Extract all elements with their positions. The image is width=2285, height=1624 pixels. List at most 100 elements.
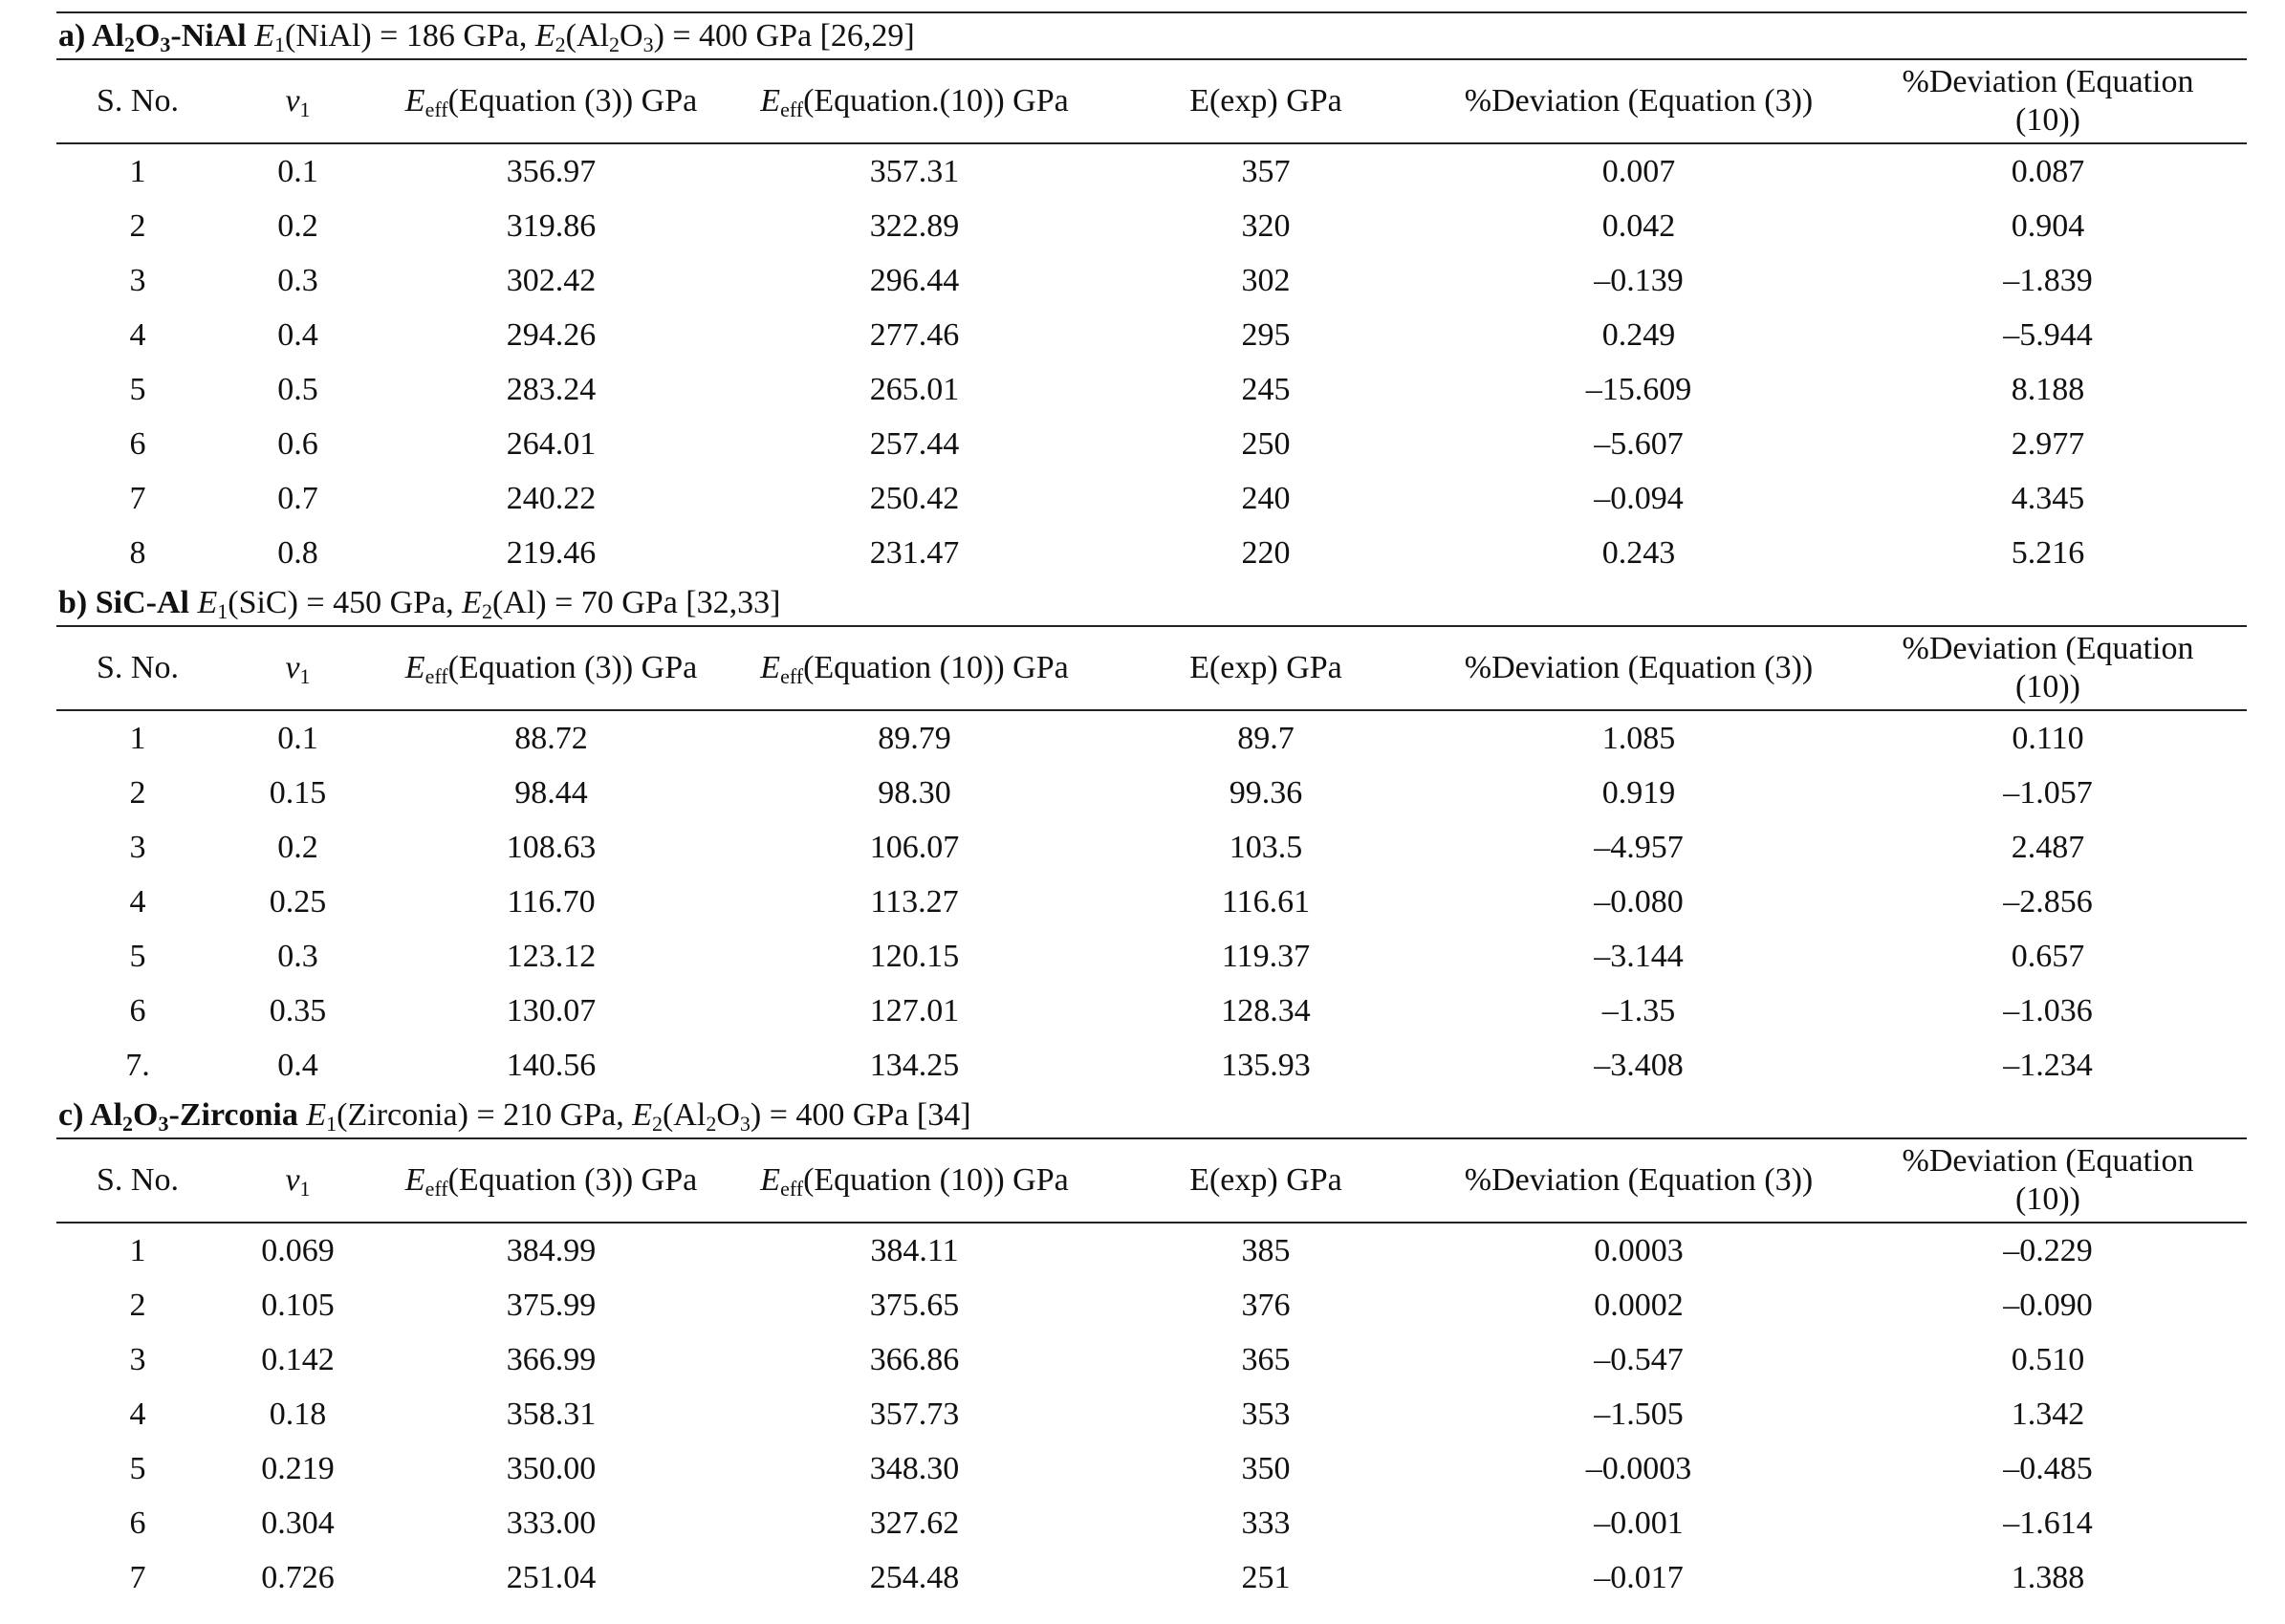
cell-dev10: 8.188 xyxy=(2011,371,2085,407)
cell-eff-eq10: 120.15 xyxy=(869,938,960,974)
col-v1: v1 xyxy=(219,626,377,710)
cell-v1: 0.219 xyxy=(261,1450,335,1486)
cell-eexp: 250 xyxy=(1241,425,1291,462)
cell-eexp: 99.36 xyxy=(1229,774,1303,811)
cell-v1: 0.5 xyxy=(277,371,318,407)
cell-dev3: 0.0003 xyxy=(1594,1232,1684,1268)
cell-v1: 0.142 xyxy=(261,1341,335,1377)
col-eff-eq10: Eeff(Equation.(10)) GPa xyxy=(726,59,1103,143)
cell-eexp: 128.34 xyxy=(1221,992,1311,1029)
material-text: O xyxy=(133,1097,159,1133)
table-b: S. No. v1 Eeff(Equation (3)) GPa Eeff(Eq… xyxy=(56,625,2247,1093)
cell-dev3: –0.001 xyxy=(1594,1505,1684,1541)
cell-dev10: 0.657 xyxy=(2011,938,2085,974)
modulus-symbol: E xyxy=(404,1162,425,1198)
header-text: (10)) xyxy=(2015,1181,2080,1217)
modulus-symbol: E xyxy=(197,585,218,620)
cell-dev10: 1.342 xyxy=(2011,1396,2085,1432)
col-v1: v1 xyxy=(219,1138,377,1223)
subscript: 3 xyxy=(160,32,171,56)
cell-sno: 8 xyxy=(129,534,146,571)
cell-eff-eq3: 366.99 xyxy=(506,1341,597,1377)
subscript: eff xyxy=(780,1177,804,1201)
cell-v1: 0.726 xyxy=(261,1559,335,1595)
col-eexp: E(exp) GPa xyxy=(1189,83,1342,119)
cell-v1: 0.4 xyxy=(277,1047,318,1083)
cell-dev10: –1.839 xyxy=(2003,262,2093,298)
cell-eexp: 220 xyxy=(1241,534,1291,571)
cell-eff-eq3: 116.70 xyxy=(507,883,596,920)
cell-eexp: 103.5 xyxy=(1229,829,1303,865)
material-text: SiC-Al xyxy=(95,585,189,620)
caption-text: (Zirconia) = 210 GPa, xyxy=(337,1097,633,1133)
modulus-symbol: E xyxy=(254,18,275,54)
cell-eff-eq10: 106.07 xyxy=(869,829,960,865)
table-row: 2 0.2 319.86 322.89 320 0.042 0.904 xyxy=(56,199,2247,253)
cell-sno: 4 xyxy=(129,316,146,353)
cell-eff-eq3: 219.46 xyxy=(506,534,597,571)
cell-eff-eq3: 251.04 xyxy=(506,1559,597,1595)
header-text: (Equation.(10)) GPa xyxy=(803,83,1069,119)
modulus-symbol: E xyxy=(462,585,482,620)
cell-sno: 6 xyxy=(129,425,146,462)
cell-sno: 3 xyxy=(129,1341,146,1377)
subscript: 1 xyxy=(299,1177,311,1201)
modulus-symbol: E xyxy=(760,83,781,119)
cell-eexp: 89.7 xyxy=(1237,720,1295,756)
cell-dev3: –5.607 xyxy=(1594,425,1684,462)
col-eexp: E(exp) GPa xyxy=(1189,650,1342,685)
cell-dev10: 5.216 xyxy=(2011,534,2085,571)
cell-eexp: 320 xyxy=(1241,207,1291,244)
cell-dev10: –5.944 xyxy=(2003,316,2093,353)
cell-dev3: –1.35 xyxy=(1601,992,1676,1029)
cell-eff-eq10: 113.27 xyxy=(870,883,959,920)
cell-eexp: 357 xyxy=(1241,153,1291,189)
table-row: 2 0.15 98.44 98.30 99.36 0.919 –1.057 xyxy=(56,766,2247,820)
subscript: 1 xyxy=(326,1112,337,1136)
cell-sno: 7 xyxy=(129,480,146,516)
section-b: b) SiC-Al E1(SiC) = 450 GPa, E2(Al) = 70… xyxy=(56,580,2247,1093)
cell-v1: 0.15 xyxy=(269,774,327,811)
cell-eff-eq10: 348.30 xyxy=(869,1450,960,1486)
table-row: 8 0.8 219.46 231.47 220 0.243 5.216 xyxy=(56,526,2247,580)
cell-eff-eq10: 375.65 xyxy=(869,1287,960,1323)
cell-eff-eq10: 327.62 xyxy=(869,1505,960,1541)
col-dev10: %Deviation (Equation (10)) xyxy=(1849,626,2247,710)
cell-eff-eq3: 88.72 xyxy=(514,720,588,756)
subscript: 2 xyxy=(122,1112,134,1136)
cell-eff-eq10: 357.31 xyxy=(869,153,960,189)
subscript: eff xyxy=(780,97,804,121)
section-c-caption: c) Al2O3-Zirconia E1(Zirconia) = 210 GPa… xyxy=(56,1093,2247,1137)
cell-eff-eq10: 296.44 xyxy=(869,262,960,298)
col-eff-eq3: Eeff(Equation (3)) GPa xyxy=(377,59,726,143)
cell-dev3: –1.505 xyxy=(1594,1396,1684,1432)
header-text: %Deviation (Equation xyxy=(1902,1143,2194,1179)
section-b-caption: b) SiC-Al E1(SiC) = 450 GPa, E2(Al) = 70… xyxy=(56,580,2247,625)
subscript: 2 xyxy=(609,32,620,56)
material-text: -Zirconia xyxy=(168,1097,298,1133)
subscript: 1 xyxy=(217,599,228,623)
section-label: c) xyxy=(58,1097,84,1133)
subscript: eff xyxy=(780,664,804,688)
subscript: 2 xyxy=(481,599,492,623)
cell-v1: 0.069 xyxy=(261,1232,335,1268)
cell-sno: 4 xyxy=(129,1396,146,1432)
col-eff-eq10: Eeff(Equation (10)) GPa xyxy=(726,626,1103,710)
col-dev10: %Deviation (Equation (10)) xyxy=(1849,1138,2247,1223)
cell-eff-eq3: 130.07 xyxy=(506,992,597,1029)
cell-eff-eq3: 108.63 xyxy=(506,829,597,865)
modulus-symbol: E xyxy=(306,1097,327,1133)
cell-dev10: 1.388 xyxy=(2011,1559,2085,1595)
cell-v1: 0.3 xyxy=(277,938,318,974)
cell-eff-eq3: 98.44 xyxy=(514,774,588,811)
modulus-symbol: E xyxy=(760,1162,781,1198)
cell-eff-eq10: 257.44 xyxy=(869,425,960,462)
col-dev3: %Deviation (Equation (3)) xyxy=(1464,83,1814,119)
caption-text: ) = 400 GPa [34] xyxy=(750,1097,971,1133)
modulus-symbol: E xyxy=(760,650,781,685)
table-row: 7 0.7 240.22 250.42 240 –0.094 4.345 xyxy=(56,471,2247,526)
cell-dev3: 0.243 xyxy=(1601,534,1676,571)
cell-dev10: –2.856 xyxy=(2003,883,2093,920)
cell-dev3: 0.042 xyxy=(1601,207,1676,244)
v-symbol: v xyxy=(285,83,300,119)
